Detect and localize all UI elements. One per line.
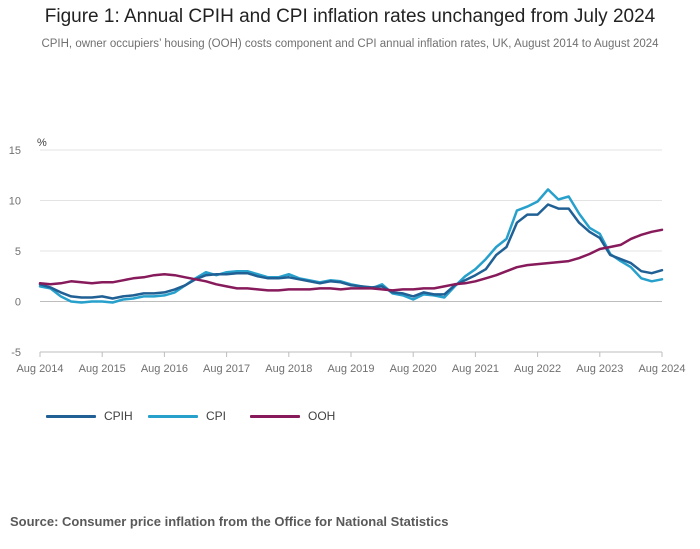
chart-subtitle: CPIH, owner occupiers’ housing (OOH) cos…	[41, 38, 659, 50]
legend-swatch-cpi	[148, 414, 198, 418]
x-tick-label: Aug 2024	[638, 363, 685, 375]
y-tick-label: -5	[11, 347, 21, 359]
y-axis-label: %	[37, 137, 47, 149]
gridlines	[40, 149, 662, 353]
x-tick-label: Aug 2018	[265, 363, 312, 375]
x-tick-label: Aug 2015	[79, 363, 126, 375]
chart-title: Figure 1: Annual CPIH and CPI inflation …	[44, 6, 656, 27]
y-tick-label: 5	[15, 246, 21, 258]
legend-swatch-ooh	[250, 414, 300, 418]
x-tick-label: Aug 2022	[514, 363, 561, 375]
x-tick-label: Aug 2019	[327, 363, 374, 375]
legend-label-cpih: CPIH	[104, 409, 133, 423]
x-tick-label: Aug 2020	[390, 363, 437, 375]
x-tick-label: Aug 2016	[141, 363, 188, 375]
y-tick-label: 0	[15, 297, 21, 309]
series-line-cpih[interactable]	[38, 203, 664, 300]
x-tick-label: Aug 2021	[452, 363, 499, 375]
x-tick-label: Aug 2017	[203, 363, 250, 375]
legend-item-cpi[interactable]: CPI	[148, 409, 250, 423]
x-axis: Aug 2014 Aug 2015 Aug 2016 Aug 2017 Aug 2018…	[16, 351, 686, 375]
y-tick-label: 10	[9, 196, 21, 208]
series-lines	[38, 188, 664, 304]
legend-item-ooh[interactable]: OOH	[250, 409, 352, 423]
y-axis-ticks: -5 0 5 10 15	[9, 145, 21, 359]
x-tick-label: Aug 2023	[576, 363, 623, 375]
legend-label-ooh: OOH	[308, 409, 336, 423]
y-tick-label: 15	[9, 145, 21, 157]
legend-label-cpi: CPI	[206, 409, 227, 423]
legend-swatch-cpih	[46, 414, 96, 418]
legend-item-cpih[interactable]: CPIH	[46, 409, 148, 423]
series-line-ooh[interactable]	[38, 228, 664, 292]
source-note: Source: Consumer price inflation from th…	[10, 514, 449, 529]
x-tick-label: Aug 2014	[16, 363, 63, 375]
legend: CPIH CPI OOH	[46, 409, 352, 423]
